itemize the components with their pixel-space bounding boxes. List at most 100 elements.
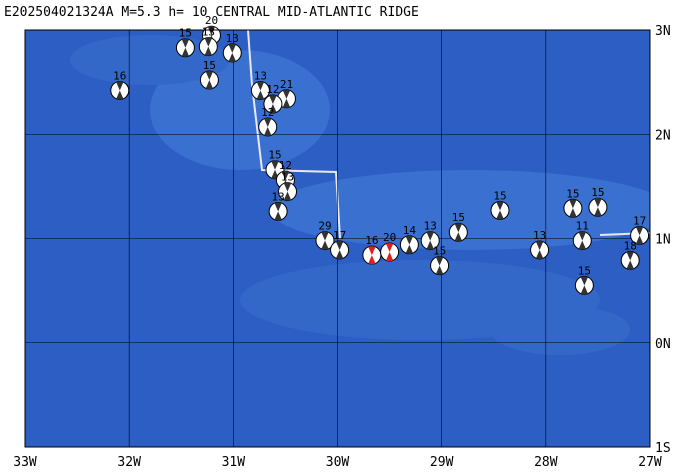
lon-tick-label: 30W [326,455,350,470]
depth-label: 29 [318,220,331,233]
compression-quadrant [205,71,213,90]
depth-label: 16 [365,234,378,247]
focal-mechanism [110,80,130,100]
depth-label: 11 [576,220,589,233]
focal-mechanism [330,240,350,260]
depth-label: 13 [254,69,267,82]
depth-label: 12 [266,83,279,96]
depth-label: 15 [578,264,591,277]
compression-quadrant [116,81,124,100]
depth-label: 15 [268,149,281,162]
focal-mechanism [362,245,382,265]
focal-mechanism [258,117,278,137]
compression-quadrant [580,276,588,295]
compression-quadrant [282,89,291,108]
lon-tick-label: 29W [430,455,454,470]
focal-mechanism [572,231,592,251]
depth-label: 14 [403,224,417,237]
depth-label: 12 [279,159,292,172]
focal-mechanism [199,70,219,90]
depth-label: 13 [281,171,294,184]
depth-label: 17 [633,214,646,227]
focal-mechanism [448,222,468,242]
depth-label: 13 [272,190,285,203]
depth-label: 15 [179,27,192,40]
depth-label: 15 [203,59,216,72]
lon-tick-label: 27W [638,455,662,470]
lon-tick-label: 32W [117,455,141,470]
compression-quadrant [269,94,277,114]
depth-label: 15 [433,245,446,258]
compression-quadrant [626,251,634,270]
focal-mechanism [530,240,550,260]
depth-label: 15 [493,189,506,202]
lon-tick-label: 28W [534,455,558,470]
focal-mechanism [399,235,419,255]
focal-mechanism [315,231,335,251]
lat-tick-label: 0N [655,337,671,352]
focal-mechanism [420,231,440,251]
compression-quadrant [283,182,292,201]
compression-quadrant [569,199,577,218]
compression-quadrant [385,243,394,262]
focal-mechanism [630,225,650,245]
compression-quadrant [228,43,236,62]
depth-label: 17 [333,229,346,242]
depth-label: 20 [205,14,218,27]
compression-quadrant [256,81,265,100]
compression-quadrant [321,231,329,250]
compression-quadrant [274,202,282,221]
lon-tick-label: 33W [13,455,37,470]
frame [24,29,651,448]
lat-tick-label: 1N [655,233,671,248]
depth-label: 13 [202,26,215,39]
compression-quadrant [635,226,644,245]
depth-label: 21 [280,78,293,91]
compression-quadrant [368,246,376,265]
focal-mechanism [574,275,594,295]
compression-quadrant [594,198,602,217]
focal-mechanism [588,197,608,217]
depth-label: 16 [113,69,126,82]
compression-quadrant [335,240,344,259]
depth-label: 20 [383,231,396,244]
focal-mechanism [268,201,288,221]
focal-mechanism [222,43,242,63]
focal-mechanism [250,80,270,100]
focal-mechanism [278,182,297,202]
depth-label: 13 [424,220,437,233]
lon-tick-label: 31W [222,455,246,470]
focal-mechanism [620,250,640,270]
focal-mechanism [263,94,283,114]
lat-tick-label: 3N [655,24,671,39]
focal-mechanism [430,256,450,276]
focal-mechanism [490,200,510,220]
depth-label: 12 [261,106,274,119]
depth-label: 18 [624,239,637,252]
compression-quadrant [426,231,434,250]
depth-label: 15 [452,211,465,224]
compression-quadrant [435,256,444,275]
depth-label: 13 [226,32,239,45]
depth-label: 15 [591,186,604,199]
focal-mechanism [563,198,583,218]
depth-label: 13 [533,229,546,242]
compression-quadrant [181,38,190,57]
focal-mechanism [380,242,400,262]
lat-tick-label: 2N [655,128,671,143]
compression-quadrant [496,201,504,220]
compression-quadrant [535,240,544,259]
focal-mechanism [198,37,218,57]
lat-tick-label: 1S [655,441,671,456]
compression-quadrant [271,160,279,179]
map-title: E202504021324A M=5.3 h= 10 CENTRAL MID-A… [4,5,419,20]
compression-quadrant [454,223,462,242]
compression-quadrant [204,37,212,56]
compression-quadrant [578,231,586,250]
compression-quadrant [405,235,413,254]
compression-quadrant [264,117,272,136]
focal-mechanism [175,38,195,58]
depth-label: 15 [566,187,579,200]
